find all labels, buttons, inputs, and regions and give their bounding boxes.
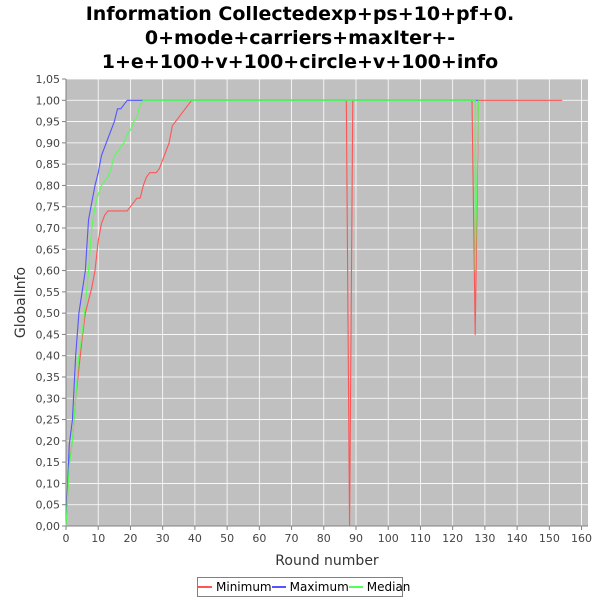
legend-swatch-minimum [198, 586, 212, 588]
x-tick-label: 80 [317, 532, 331, 545]
x-tick-label: 50 [220, 532, 234, 545]
y-tick-label: 0,30 [36, 392, 61, 405]
y-tick-label: 0,20 [36, 435, 61, 448]
legend-label-median: Median [366, 580, 411, 594]
legend-item-median: Median [348, 580, 411, 594]
y-axis-label: GlobalInfo [13, 267, 29, 338]
legend-swatch-median [348, 586, 363, 588]
x-tick-label: 40 [188, 532, 202, 545]
x-tick-label: 90 [349, 532, 363, 545]
y-tick-label: 0,35 [36, 371, 61, 384]
y-tick-label: 1,00 [36, 94, 61, 107]
legend: Minimum Maximum Median [197, 577, 410, 597]
y-tick-label: 0,25 [36, 414, 61, 427]
x-tick-label: 60 [252, 532, 266, 545]
x-tick-label: 10 [91, 532, 105, 545]
y-tick-label: 0,15 [36, 456, 61, 469]
x-tick-label: 30 [156, 532, 170, 545]
chart-title-line-1: Information Collectedexp+ps+10+pf+0. [85, 3, 515, 25]
y-tick-label: 0,80 [36, 179, 61, 192]
x-tick-label: 150 [539, 532, 560, 545]
legend-label-minimum: Minimum [216, 580, 272, 594]
y-tick-label: 0,10 [36, 477, 61, 490]
y-tick-label: 0,50 [36, 307, 61, 320]
legend-item-maximum: Maximum [271, 580, 349, 594]
chart-title: Information Collectedexp+ps+10+pf+0. 0+m… [0, 2, 600, 74]
legend-item-minimum: Minimum [198, 580, 272, 594]
legend-swatch-maximum [271, 586, 286, 588]
y-tick-label: 0,85 [36, 158, 61, 171]
y-tick-label: 0,45 [36, 328, 61, 341]
x-axis-label: Round number [275, 553, 379, 569]
y-tick-label: 0,00 [36, 520, 61, 533]
y-tick-label: 0,95 [36, 116, 61, 129]
plot-area [66, 79, 588, 526]
y-tick-label: 0,40 [36, 350, 61, 363]
chart-title-line-2: 0+mode+carriers+maxIter+- [144, 27, 456, 49]
y-tick-label: 1,05 [36, 73, 61, 86]
legend-label-maximum: Maximum [289, 580, 349, 594]
x-tick-label: 70 [285, 532, 299, 545]
x-tick-label: 120 [442, 532, 463, 545]
x-tick-label: 140 [507, 532, 528, 545]
x-tick-label: 20 [123, 532, 137, 545]
y-tick-label: 0,90 [36, 137, 61, 150]
series-line-median [65, 99, 479, 527]
x-tick-labels: 0 10 20 30 40 50 60 70 80 90 100 110 120 130 140 150 160 [63, 532, 593, 545]
y-tick-label: 0,75 [36, 201, 61, 214]
x-tick-label: 130 [474, 532, 495, 545]
y-tick-label: 0,65 [36, 243, 61, 256]
x-tick-label: 160 [571, 532, 592, 545]
x-tick-label: 110 [410, 532, 431, 545]
x-tick-label: 100 [378, 532, 399, 545]
y-tick-label: 0,55 [36, 286, 61, 299]
chart-title-line-3: 1+e+100+v+100+circle+v+100+info [101, 51, 499, 73]
series-lines [65, 99, 563, 527]
y-tick-label: 0,05 [36, 499, 61, 512]
y-tick-label: 0,70 [36, 222, 61, 235]
y-tick-label: 0,60 [36, 265, 61, 278]
y-tick-labels: 0,00 0,05 0,10 0,15 0,20 0,25 0,30 0,35 0,40 0,45… [36, 73, 61, 533]
axes [62, 78, 588, 530]
x-tick-label: 0 [63, 532, 70, 545]
